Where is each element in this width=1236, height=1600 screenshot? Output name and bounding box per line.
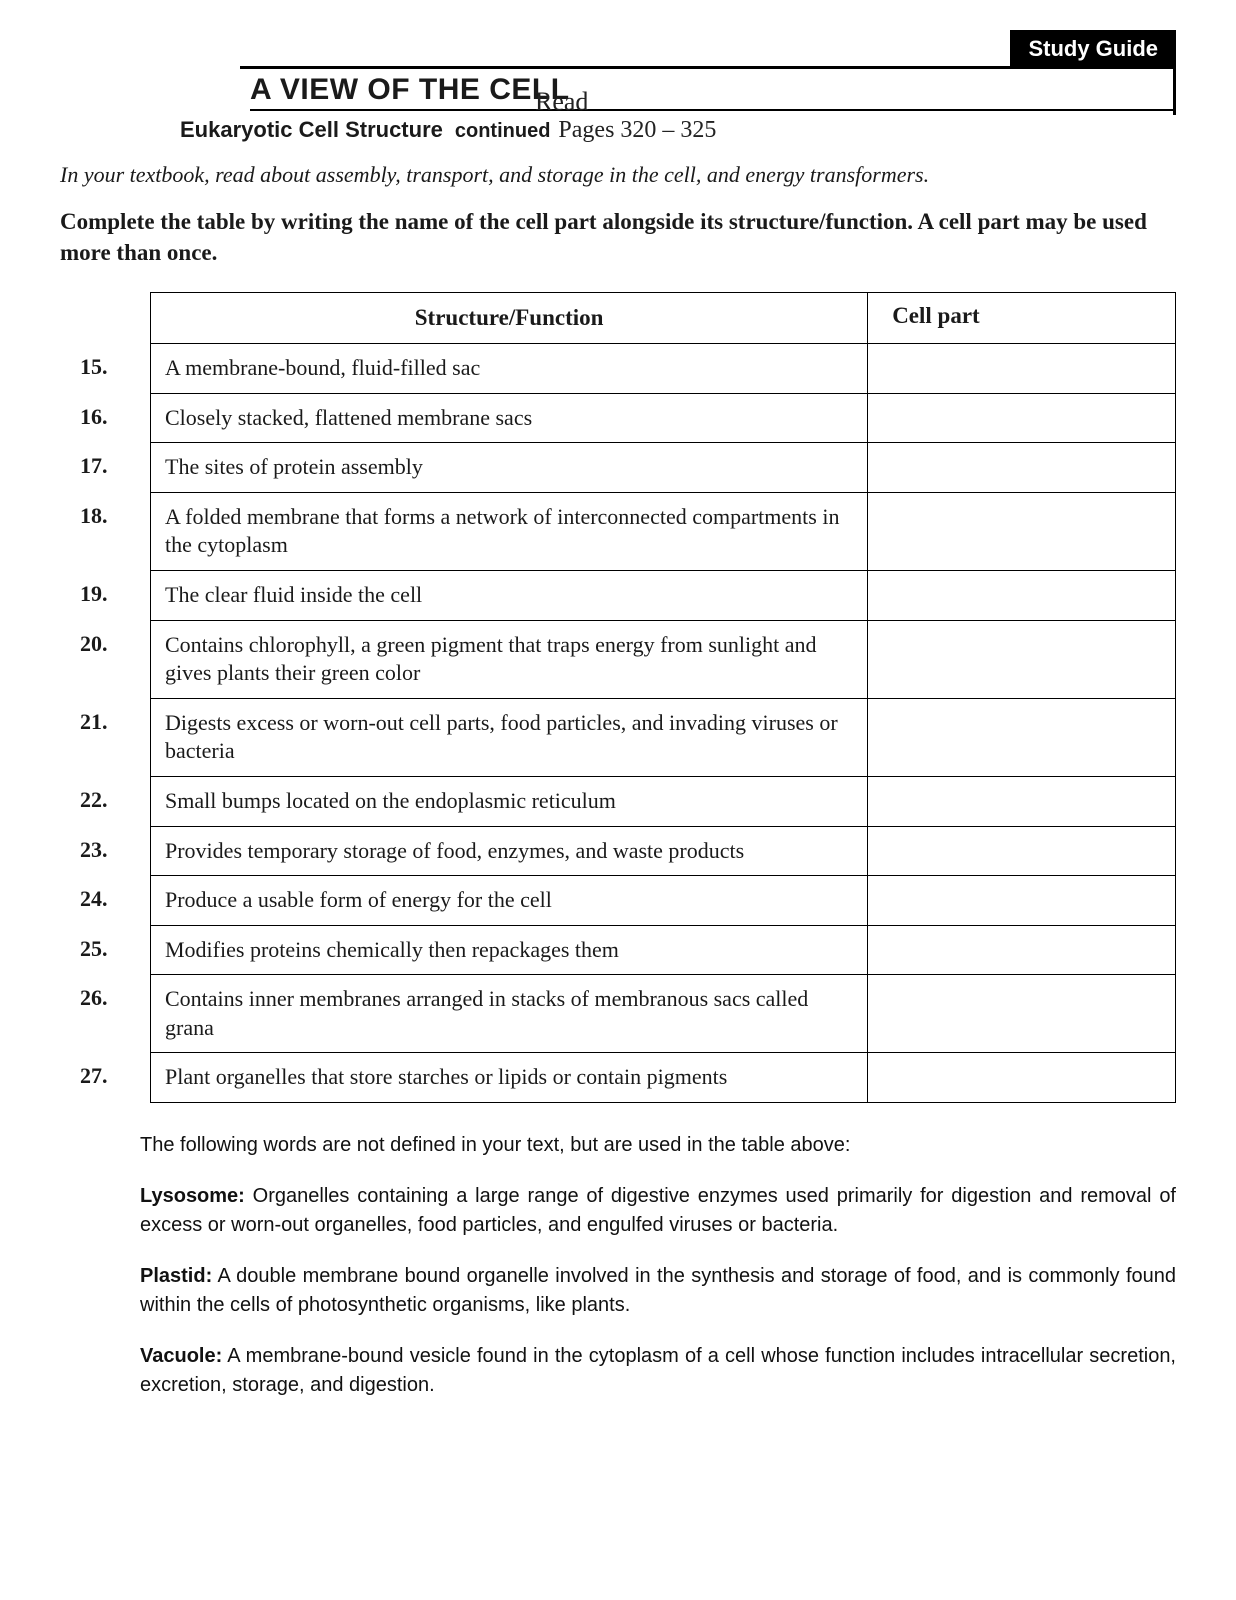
definition-body: A membrane-bound vesicle found in the cy… xyxy=(140,1345,1176,1396)
cell-part-answer[interactable] xyxy=(868,699,1176,777)
table-row: 18.A folded membrane that forms a networ… xyxy=(80,493,1176,571)
structure-function-cell: Provides temporary storage of food, enzy… xyxy=(150,827,868,877)
cell-part-answer[interactable] xyxy=(868,443,1176,493)
question-table: Structure/Function Cell part 15.A membra… xyxy=(80,292,1176,1103)
row-number: 22. xyxy=(80,777,150,827)
cell-part-answer[interactable] xyxy=(868,621,1176,699)
table-row: 20.Contains chlorophyll, a green pigment… xyxy=(80,621,1176,699)
title-bar: A VIEW OF THE CELL xyxy=(240,66,1176,115)
table-row: 25.Modifies proteins chemically then rep… xyxy=(80,926,1176,976)
table-row: 21.Digests excess or worn-out cell parts… xyxy=(80,699,1176,777)
definition: Lysosome: Organelles containing a large … xyxy=(140,1182,1176,1240)
row-number: 20. xyxy=(80,621,150,699)
cell-part-answer[interactable] xyxy=(868,394,1176,444)
row-number: 16. xyxy=(80,394,150,444)
structure-function-cell: Closely stacked, flattened membrane sacs xyxy=(150,394,868,444)
table-row: 27.Plant organelles that store starches … xyxy=(80,1053,1176,1103)
table-row: 19.The clear fluid inside the cell xyxy=(80,571,1176,621)
cell-part-answer[interactable] xyxy=(868,571,1176,621)
col-header-cellpart: Cell part xyxy=(868,292,1176,344)
row-number: 24. xyxy=(80,876,150,926)
structure-function-cell: Digests excess or worn-out cell parts, f… xyxy=(150,699,868,777)
row-number: 27. xyxy=(80,1053,150,1103)
cell-part-answer[interactable] xyxy=(868,777,1176,827)
structure-function-cell: A membrane-bound, fluid-filled sac xyxy=(150,344,868,394)
table-row: 23.Provides temporary storage of food, e… xyxy=(80,827,1176,877)
table-row: 17.The sites of protein assembly xyxy=(80,443,1176,493)
instruction-bold: Complete the table by writing the name o… xyxy=(60,206,1176,268)
col-header-structure: Structure/Function xyxy=(150,292,868,344)
subtitle-line: Read Eukaryotic Cell Structure continued… xyxy=(180,117,1176,144)
cell-part-answer[interactable] xyxy=(868,344,1176,394)
structure-function-cell: The clear fluid inside the cell xyxy=(150,571,868,621)
row-number: 23. xyxy=(80,827,150,877)
row-number: 15. xyxy=(80,344,150,394)
cell-part-answer[interactable] xyxy=(868,876,1176,926)
structure-function-cell: Modifies proteins chemically then repack… xyxy=(150,926,868,976)
definition-term: Lysosome: xyxy=(140,1185,245,1207)
instruction-italic: In your textbook, read about assembly, t… xyxy=(60,162,1176,188)
definition: Plastid: A double membrane bound organel… xyxy=(140,1262,1176,1320)
subtitle: Eukaryotic Cell Structure xyxy=(180,117,443,142)
table-row: 24.Produce a usable form of energy for t… xyxy=(80,876,1176,926)
row-number: 19. xyxy=(80,571,150,621)
row-number: 18. xyxy=(80,493,150,571)
cell-part-answer[interactable] xyxy=(868,975,1176,1053)
row-number: 26. xyxy=(80,975,150,1053)
study-guide-badge: Study Guide xyxy=(1010,30,1176,68)
structure-function-cell: Contains inner membranes arranged in sta… xyxy=(150,975,868,1053)
structure-function-cell: A folded membrane that forms a network o… xyxy=(150,493,868,571)
definition-term: Plastid: xyxy=(140,1265,212,1287)
structure-function-cell: The sites of protein assembly xyxy=(150,443,868,493)
cell-part-answer[interactable] xyxy=(868,493,1176,571)
structure-function-cell: Contains chlorophyll, a green pigment th… xyxy=(150,621,868,699)
row-number: 17. xyxy=(80,443,150,493)
row-number: 25. xyxy=(80,926,150,976)
defs-intro: The following words are not defined in y… xyxy=(140,1131,1176,1160)
cell-part-answer[interactable] xyxy=(868,1053,1176,1103)
worksheet-page: Study Guide A VIEW OF THE CELL Read Euka… xyxy=(0,0,1236,1600)
table-row: 15.A membrane-bound, fluid-filled sac xyxy=(80,344,1176,394)
definition-term: Vacuole: xyxy=(140,1345,222,1367)
table-row: 22.Small bumps located on the endoplasmi… xyxy=(80,777,1176,827)
handwritten-read: Read xyxy=(535,87,588,117)
cell-part-answer[interactable] xyxy=(868,827,1176,877)
page-title: A VIEW OF THE CELL xyxy=(250,73,1173,111)
table-row: 16.Closely stacked, flattened membrane s… xyxy=(80,394,1176,444)
table-header-row: Structure/Function Cell part xyxy=(80,292,1176,344)
table-row: 26.Contains inner membranes arranged in … xyxy=(80,975,1176,1053)
definition: Vacuole: A membrane-bound vesicle found … xyxy=(140,1342,1176,1400)
handwritten-pages: Pages 320 – 325 xyxy=(558,117,716,143)
row-number: 21. xyxy=(80,699,150,777)
definition-body: A double membrane bound organelle involv… xyxy=(140,1265,1176,1316)
cell-part-answer[interactable] xyxy=(868,926,1176,976)
number-col-spacer xyxy=(80,292,150,344)
structure-function-cell: Produce a usable form of energy for the … xyxy=(150,876,868,926)
structure-function-cell: Plant organelles that store starches or … xyxy=(150,1053,868,1103)
continued-label: continued xyxy=(455,120,551,142)
structure-function-cell: Small bumps located on the endoplasmic r… xyxy=(150,777,868,827)
definitions-block: The following words are not defined in y… xyxy=(140,1131,1176,1400)
definition-body: Organelles containing a large range of d… xyxy=(140,1185,1176,1236)
